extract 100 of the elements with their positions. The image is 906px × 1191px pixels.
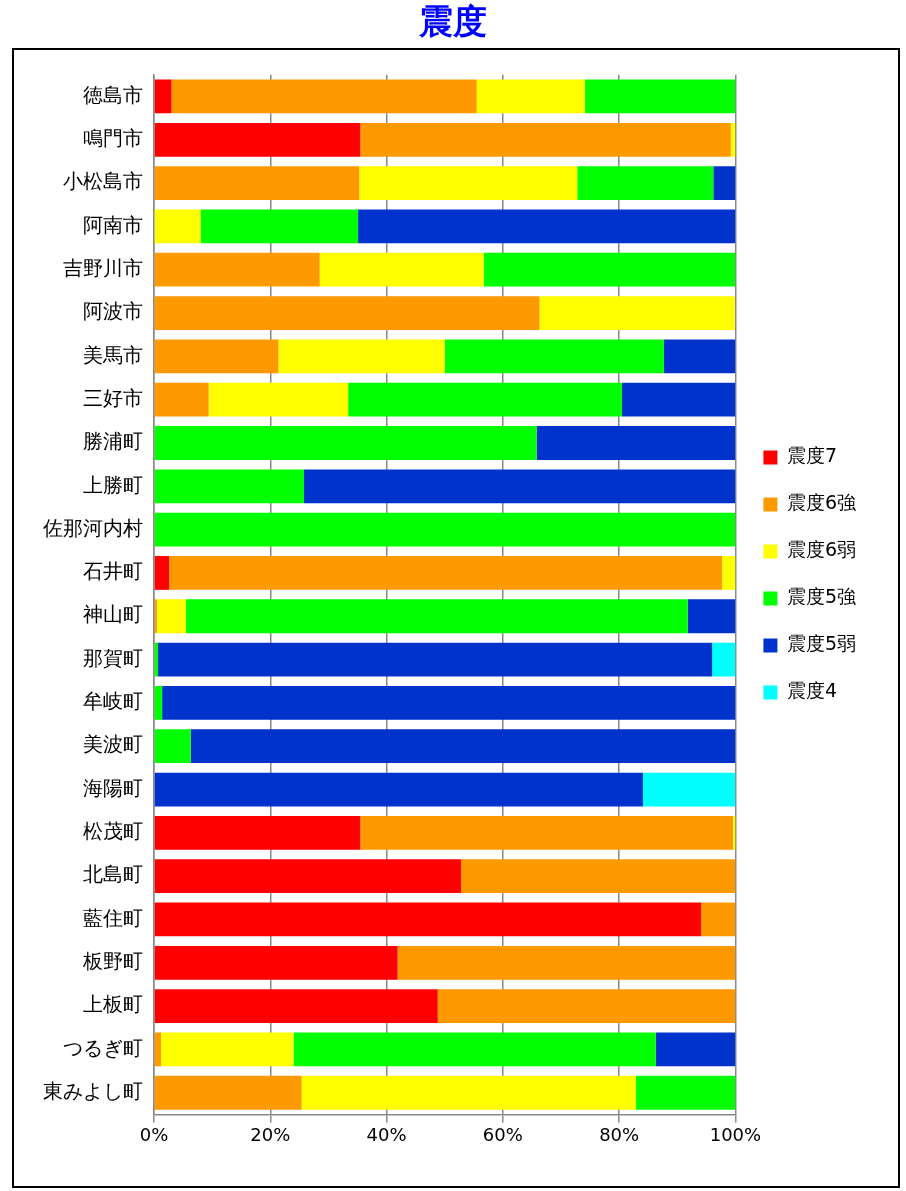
y-tick-label: 上板町 bbox=[83, 992, 143, 1017]
y-tick-label: 三好市 bbox=[83, 385, 143, 410]
y-tick-label: 阿波市 bbox=[83, 299, 143, 324]
bar bbox=[539, 296, 735, 330]
bar bbox=[635, 1075, 736, 1110]
bar bbox=[154, 1075, 302, 1110]
bar bbox=[437, 989, 736, 1023]
bar bbox=[301, 1075, 636, 1110]
y-tick-label: 勝浦町 bbox=[83, 429, 143, 454]
bar bbox=[359, 166, 578, 200]
legend-label: 震度4 bbox=[786, 679, 838, 702]
y-tick-label: 徳島市 bbox=[83, 82, 143, 107]
bar bbox=[162, 686, 736, 720]
bar bbox=[200, 209, 359, 244]
bar bbox=[154, 556, 170, 590]
bar bbox=[476, 79, 585, 114]
y-tick-label: 海陽町 bbox=[83, 775, 143, 800]
bar bbox=[713, 166, 736, 200]
bar bbox=[154, 339, 279, 374]
bar bbox=[536, 426, 736, 460]
y-tick-label: 美馬市 bbox=[83, 342, 143, 367]
bar bbox=[158, 642, 713, 677]
bar bbox=[444, 339, 664, 374]
y-tick-label: つるぎ町 bbox=[63, 1035, 143, 1060]
bar bbox=[154, 1032, 161, 1067]
bar bbox=[154, 902, 702, 937]
bar bbox=[278, 339, 445, 374]
bar bbox=[154, 729, 191, 764]
x-tick-label: 20% bbox=[250, 1123, 291, 1145]
y-tick-label: 牟岐町 bbox=[83, 689, 143, 714]
y-tick-label: 松茂町 bbox=[83, 819, 143, 844]
bar bbox=[154, 945, 398, 980]
bar bbox=[154, 122, 361, 157]
bar bbox=[154, 686, 163, 720]
bar bbox=[154, 469, 304, 504]
x-tick-label: 100% bbox=[709, 1123, 762, 1145]
bar bbox=[360, 815, 734, 850]
bar bbox=[154, 209, 201, 244]
legend-label: 震度5弱 bbox=[786, 632, 857, 655]
bar bbox=[655, 1032, 736, 1067]
bar bbox=[208, 382, 349, 417]
bar bbox=[154, 79, 172, 114]
bar bbox=[483, 252, 736, 287]
bar bbox=[663, 339, 736, 374]
bar bbox=[460, 859, 736, 894]
bar bbox=[360, 122, 731, 157]
bar bbox=[304, 469, 736, 504]
bar bbox=[154, 512, 736, 547]
bar bbox=[358, 209, 736, 244]
y-tick-label: 阿南市 bbox=[83, 212, 143, 237]
y-tick-label: 那賀町 bbox=[83, 645, 143, 670]
y-tick-label: 小松島市 bbox=[63, 169, 143, 194]
bar bbox=[577, 166, 714, 200]
bar bbox=[584, 79, 736, 114]
bar bbox=[701, 902, 736, 937]
bar bbox=[319, 252, 484, 287]
bar bbox=[154, 599, 157, 634]
x-tick-label: 60% bbox=[482, 1123, 523, 1145]
y-tick-label: 鳴門市 bbox=[83, 125, 143, 150]
bar bbox=[348, 382, 623, 417]
y-tick-label: 藍住町 bbox=[83, 905, 143, 930]
chart-title: 震度 bbox=[418, 1, 487, 42]
y-tick-label: 吉野川市 bbox=[63, 255, 143, 280]
y-tick-label: 石井町 bbox=[83, 559, 143, 584]
y-tick-label: 板野町 bbox=[82, 948, 143, 973]
bar bbox=[712, 642, 736, 677]
bar bbox=[622, 382, 736, 417]
bar bbox=[154, 815, 361, 850]
bar bbox=[154, 989, 438, 1023]
bar bbox=[160, 1032, 294, 1067]
x-tick-label: 40% bbox=[366, 1123, 407, 1145]
legend-label: 震度7 bbox=[786, 444, 838, 467]
bar bbox=[154, 426, 537, 460]
x-tick-label: 0% bbox=[139, 1123, 169, 1145]
y-tick-label: 上勝町 bbox=[83, 472, 143, 497]
bar bbox=[169, 556, 723, 590]
bar bbox=[397, 945, 736, 980]
bar bbox=[185, 599, 688, 634]
bar bbox=[722, 556, 736, 590]
y-tick-label: 東みよし町 bbox=[43, 1078, 143, 1103]
legend-label: 震度6弱 bbox=[786, 538, 857, 561]
bar bbox=[190, 729, 736, 764]
bar bbox=[687, 599, 736, 634]
legend-label: 震度6強 bbox=[786, 491, 857, 514]
y-tick-label: 佐那河内村 bbox=[43, 515, 143, 540]
bar bbox=[293, 1032, 656, 1067]
bar bbox=[642, 772, 736, 807]
bar bbox=[156, 599, 186, 634]
bar bbox=[154, 772, 643, 807]
y-tick-label: 神山町 bbox=[83, 602, 143, 627]
legend-label: 震度5強 bbox=[786, 585, 857, 608]
bar bbox=[154, 166, 360, 200]
x-tick-label: 80% bbox=[599, 1123, 640, 1145]
bar bbox=[154, 296, 540, 330]
bar bbox=[154, 859, 461, 894]
y-tick-label: 美波町 bbox=[83, 732, 143, 757]
bar bbox=[154, 382, 209, 417]
y-tick-label: 北島町 bbox=[83, 862, 143, 887]
bar bbox=[154, 252, 320, 287]
bar bbox=[171, 79, 477, 114]
